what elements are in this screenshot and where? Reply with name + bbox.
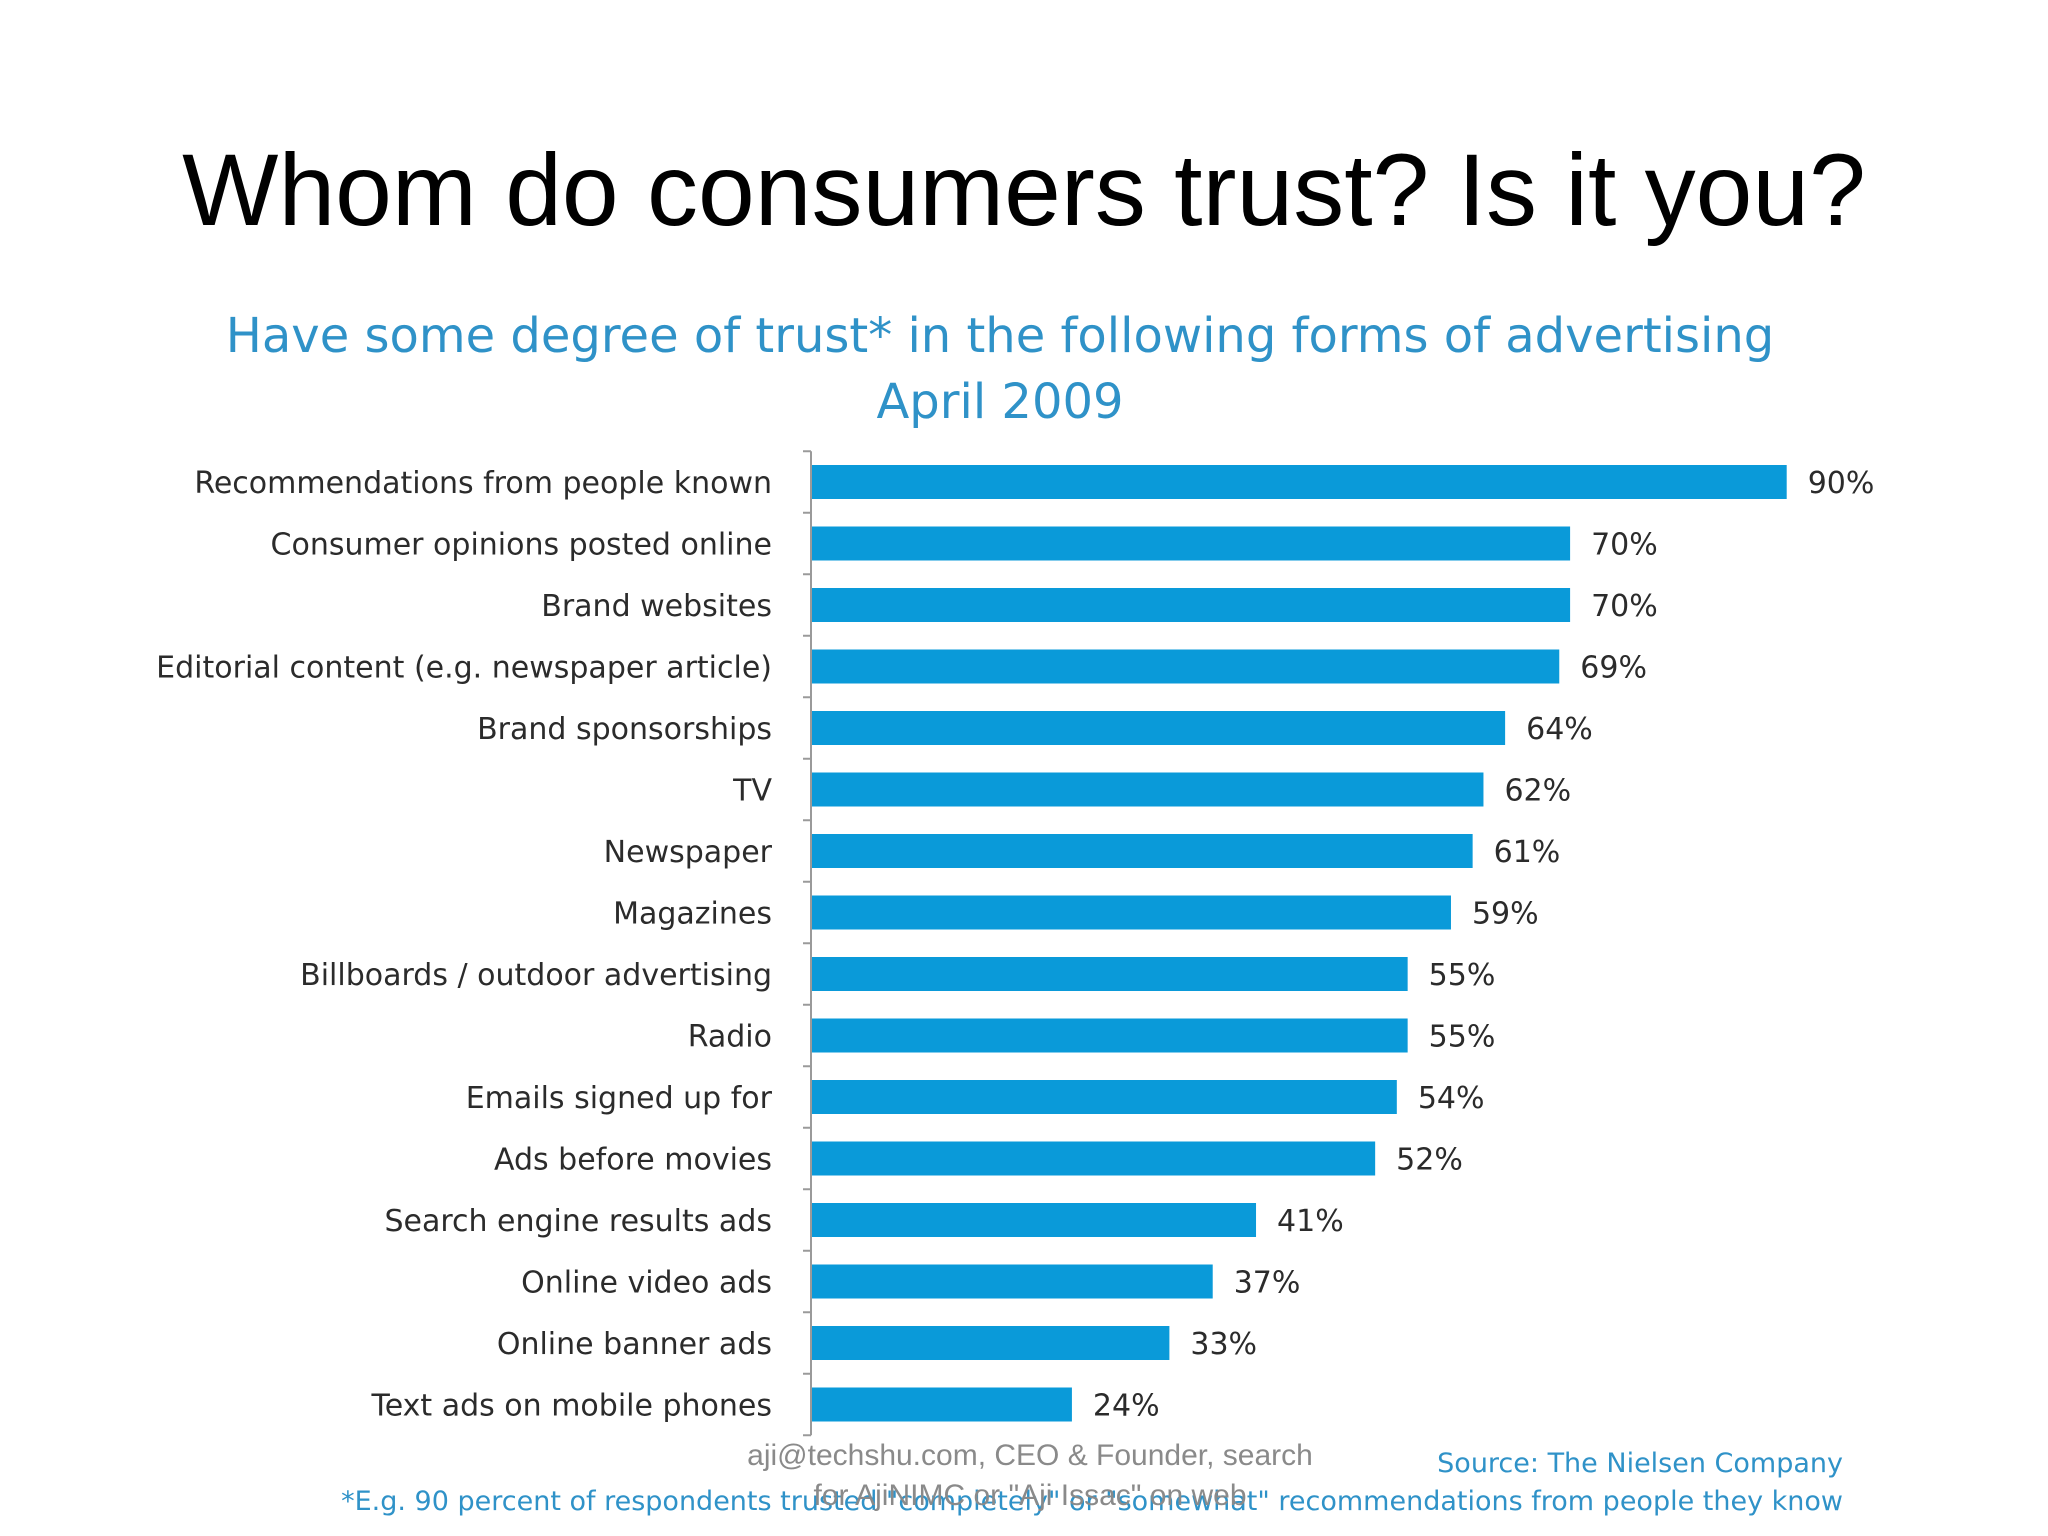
- category-label: Magazines: [613, 897, 772, 932]
- author-note: aji@techshu.com, CEO & Founder, search f…: [747, 1439, 1313, 1512]
- bar: [812, 1326, 1170, 1360]
- bar: [812, 834, 1473, 868]
- category-label: Ads before movies: [494, 1143, 772, 1178]
- value-label: 52%: [1396, 1143, 1463, 1178]
- value-label: 70%: [1591, 528, 1658, 563]
- value-label: 62%: [1504, 774, 1571, 809]
- value-label: 55%: [1429, 958, 1496, 993]
- value-label: 90%: [1808, 466, 1875, 501]
- chart-subtitle: April 2009: [876, 374, 1123, 430]
- value-label: 55%: [1429, 1020, 1496, 1055]
- value-label: 41%: [1277, 1204, 1344, 1239]
- category-label: Text ads on mobile phones: [370, 1389, 772, 1424]
- bar: [812, 711, 1506, 745]
- bar: [812, 957, 1408, 991]
- category-label: Recommendations from people known: [194, 466, 772, 501]
- category-label: Radio: [688, 1020, 772, 1055]
- source-note: Source: The Nielsen Company: [1437, 1448, 1843, 1479]
- category-label: Search engine results ads: [384, 1204, 772, 1239]
- category-label: Online video ads: [521, 1266, 772, 1301]
- value-label: 54%: [1418, 1081, 1485, 1116]
- category-label: Editorial content (e.g. newspaper articl…: [156, 651, 772, 686]
- category-axis: Recommendations from people known Consume…: [156, 450, 812, 1437]
- footnote: *E.g. 90 percent of respondents trusted …: [341, 1486, 1843, 1517]
- category-label: Emails signed up for: [466, 1081, 773, 1116]
- category-label: Newspaper: [604, 835, 773, 870]
- category-label: Brand websites: [541, 589, 772, 624]
- value-label: 37%: [1234, 1266, 1301, 1301]
- bar: [812, 1387, 1072, 1422]
- bar: [812, 649, 1560, 684]
- bar: [812, 1264, 1213, 1299]
- value-label: 61%: [1494, 835, 1561, 870]
- value-label: 24%: [1093, 1389, 1160, 1424]
- bar: [812, 895, 1451, 930]
- value-label: 69%: [1580, 651, 1647, 686]
- category-label: Consumer opinions posted online: [271, 528, 772, 563]
- bar: [812, 588, 1571, 622]
- bar: [812, 1080, 1397, 1114]
- value-label: 59%: [1472, 897, 1539, 932]
- bar: [812, 1018, 1408, 1053]
- bar: [812, 1141, 1376, 1176]
- bars: 90% 70% 70% 69% 64% 62% 61% 59% 55% 55% 54% 52% 41% 3…: [812, 465, 1874, 1424]
- bar: [812, 465, 1787, 499]
- category-label: TV: [732, 774, 772, 809]
- bar: [812, 1203, 1257, 1237]
- category-label: Brand sponsorships: [477, 712, 772, 747]
- bar: [812, 526, 1571, 561]
- value-label: 64%: [1526, 712, 1593, 747]
- value-label: 33%: [1190, 1327, 1257, 1362]
- chart-title: Have some degree of trust* in the follow…: [226, 308, 1774, 364]
- value-label: 70%: [1591, 589, 1658, 624]
- category-label: Online banner ads: [497, 1327, 772, 1362]
- bar: [812, 772, 1484, 807]
- category-label: Billboards / outdoor advertising: [300, 958, 772, 993]
- slide-title: Whom do consumers trust? Is it you?: [182, 133, 1866, 247]
